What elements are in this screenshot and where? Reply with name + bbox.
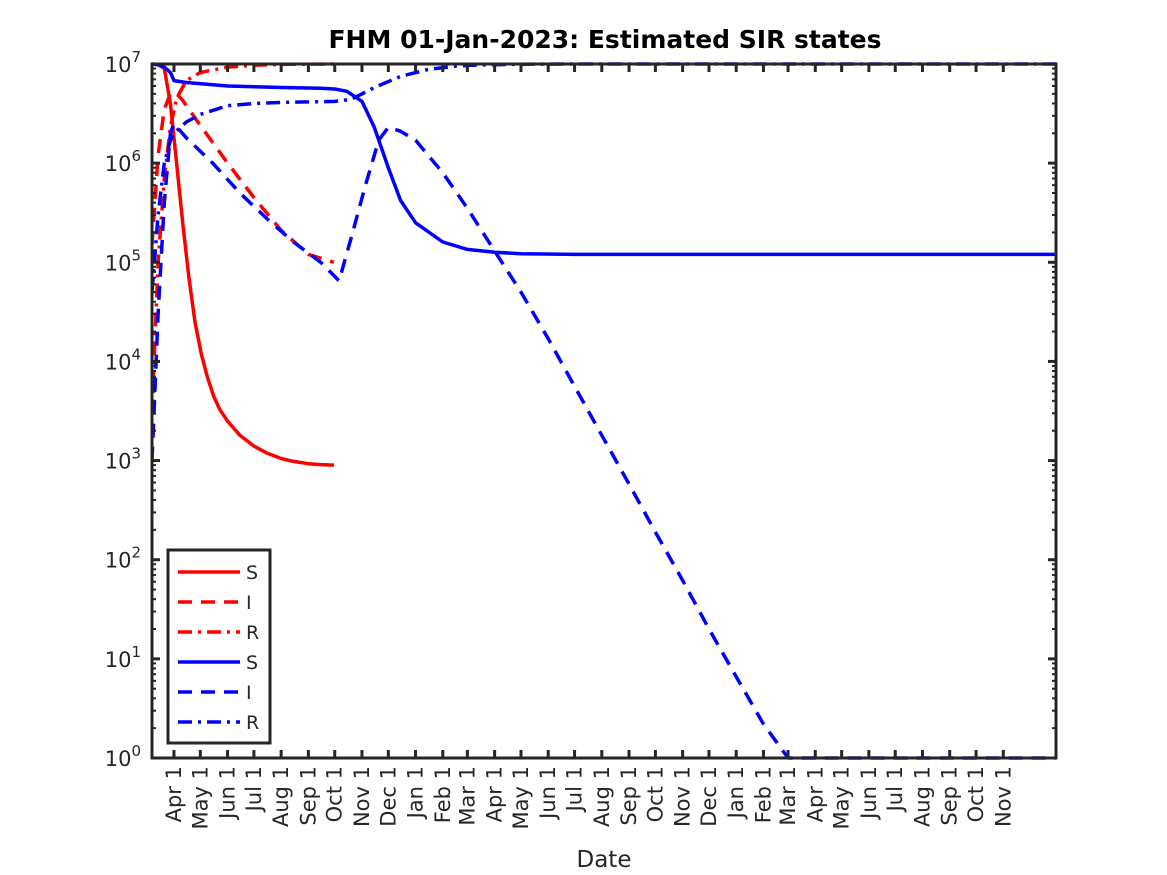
- x-tick-label: Feb 1: [751, 766, 775, 823]
- y-tick-label: 105: [105, 246, 141, 275]
- y-tick-label: 107: [105, 48, 141, 77]
- x-tick-label: Aug 1: [910, 766, 934, 827]
- x-tick-label: Dec 1: [376, 766, 400, 827]
- x-tick-label: Aug 1: [269, 766, 293, 827]
- x-tick-label: Jun 1: [857, 766, 881, 821]
- x-tick-label: Oct 1: [323, 766, 347, 822]
- chart-title: FHM 01-Jan-2023: Estimated SIR states: [328, 25, 881, 54]
- x-tick-label: Sep 1: [938, 766, 962, 826]
- series-line-2-i: [152, 90, 335, 264]
- x-tick-label: Dec 1: [697, 766, 721, 827]
- x-tick-label: Apr 1: [803, 766, 827, 822]
- legend-label: R: [246, 712, 259, 734]
- x-tick-label: May 1: [509, 766, 533, 829]
- x-tick-label: May 1: [830, 766, 854, 829]
- y-tick-label: 100: [105, 742, 141, 771]
- x-tick-label: Jan 1: [404, 766, 428, 820]
- x-tick-label: Mar 1: [776, 766, 800, 826]
- legend-label: S: [246, 652, 258, 674]
- y-tick-label: 103: [105, 445, 141, 474]
- x-tick-label: Jun 1: [216, 766, 240, 821]
- y-tick-label: 104: [105, 345, 141, 374]
- x-tick-label: Aug 1: [590, 766, 614, 827]
- x-axis-label: Date: [577, 847, 632, 873]
- x-tick-label: Sep 1: [296, 766, 320, 826]
- x-tick-label: Nov 1: [991, 766, 1015, 827]
- legend-label: I: [246, 682, 252, 704]
- x-tick-label: Sep 1: [617, 766, 641, 826]
- x-tick-label: Nov 1: [350, 766, 374, 827]
- x-tick-label: Feb 1: [431, 766, 455, 823]
- x-tick-label: Oct 1: [643, 766, 667, 822]
- x-tick-label: May 1: [188, 766, 212, 829]
- legend-label: R: [246, 622, 259, 644]
- y-tick-label: 101: [105, 643, 141, 672]
- legend-label: S: [246, 562, 258, 584]
- x-tick-label: Apr 1: [162, 766, 186, 822]
- x-tick-label: Jun 1: [536, 766, 560, 821]
- y-tick-label: 106: [105, 147, 141, 176]
- legend-box: [166, 548, 272, 745]
- legend-label: I: [246, 592, 252, 614]
- y-tick-label: 102: [105, 544, 141, 573]
- series-line-5-i: [152, 121, 1056, 760]
- x-tick-label: Jul 1: [563, 766, 587, 813]
- x-tick-label: Mar 1: [455, 766, 479, 826]
- axes-box: [150, 62, 1058, 760]
- x-tick-label: Jul 1: [242, 766, 266, 813]
- x-tick-label: Jul 1: [883, 766, 907, 813]
- x-tick-label: Apr 1: [483, 766, 507, 822]
- x-tick-label: Nov 1: [671, 766, 695, 827]
- x-tick-label: Oct 1: [964, 766, 988, 822]
- x-tick-label: Jan 1: [724, 766, 748, 820]
